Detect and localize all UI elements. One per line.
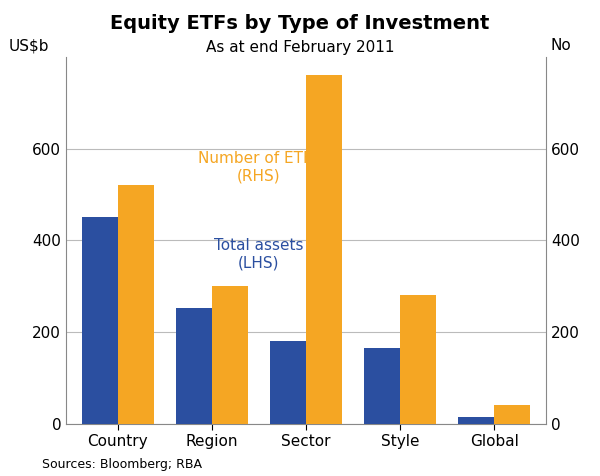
Bar	[82, 218, 118, 424]
Bar	[400, 295, 436, 424]
Text: As at end February 2011: As at end February 2011	[206, 40, 394, 56]
Bar	[270, 341, 306, 424]
Bar	[364, 348, 400, 424]
Bar	[458, 417, 494, 424]
Text: Equity ETFs by Type of Investment: Equity ETFs by Type of Investment	[110, 14, 490, 33]
Text: Sources: Bloomberg; RBA: Sources: Bloomberg; RBA	[42, 458, 202, 471]
Text: Number of ETFs
(RHS): Number of ETFs (RHS)	[198, 151, 320, 183]
Text: No: No	[551, 39, 572, 53]
Text: US$b: US$b	[8, 39, 49, 53]
Bar	[176, 308, 212, 424]
Bar	[212, 286, 248, 424]
Text: Total assets
(LHS): Total assets (LHS)	[214, 238, 304, 270]
Bar	[494, 406, 530, 424]
Bar	[118, 185, 154, 424]
Bar	[306, 75, 342, 424]
